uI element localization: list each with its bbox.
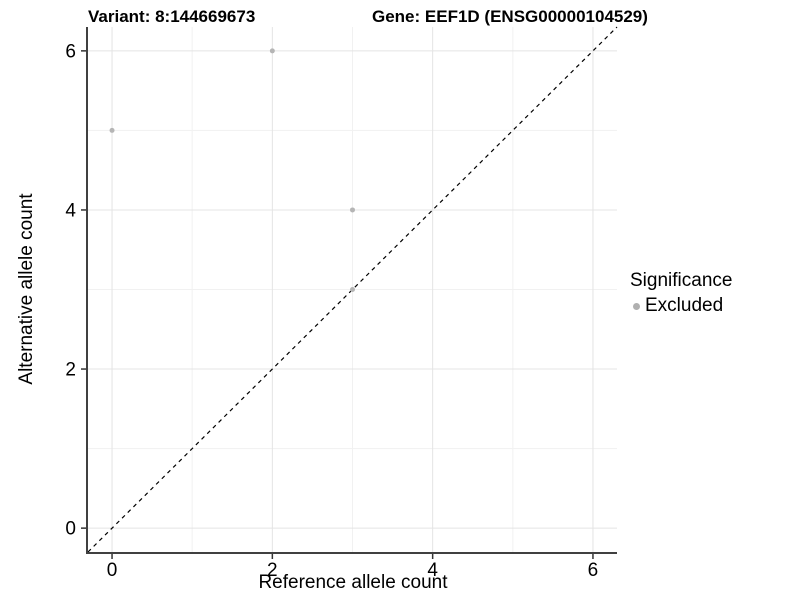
- x-tick-label: 4: [427, 560, 438, 581]
- y-tick-label: 2: [65, 360, 76, 381]
- y-tick-label: 6: [65, 41, 76, 62]
- legend-item-label: Excluded: [645, 295, 724, 316]
- legend: Significance Excluded: [630, 270, 732, 317]
- x-tick-label: 0: [107, 560, 118, 581]
- x-axis-title: Reference allele count: [258, 572, 448, 593]
- y-tick-label: 0: [65, 519, 76, 540]
- y-tick-label: 4: [65, 200, 76, 221]
- x-tick-label: 2: [267, 560, 278, 581]
- data-point: [350, 287, 355, 292]
- gene-title: Gene: EEF1D (ENSG00000104529): [372, 7, 648, 26]
- data-point: [269, 48, 275, 54]
- variant-title: Variant: 8:144669673: [88, 7, 256, 26]
- excluded-point-icon: [633, 302, 640, 310]
- legend-item-excluded: Excluded: [633, 295, 732, 317]
- data-point: [109, 127, 115, 133]
- y-axis-title: Alternative allele count: [16, 193, 37, 385]
- legend-title: Significance: [630, 270, 733, 291]
- data-point: [350, 207, 355, 213]
- x-tick-label: 6: [588, 560, 599, 581]
